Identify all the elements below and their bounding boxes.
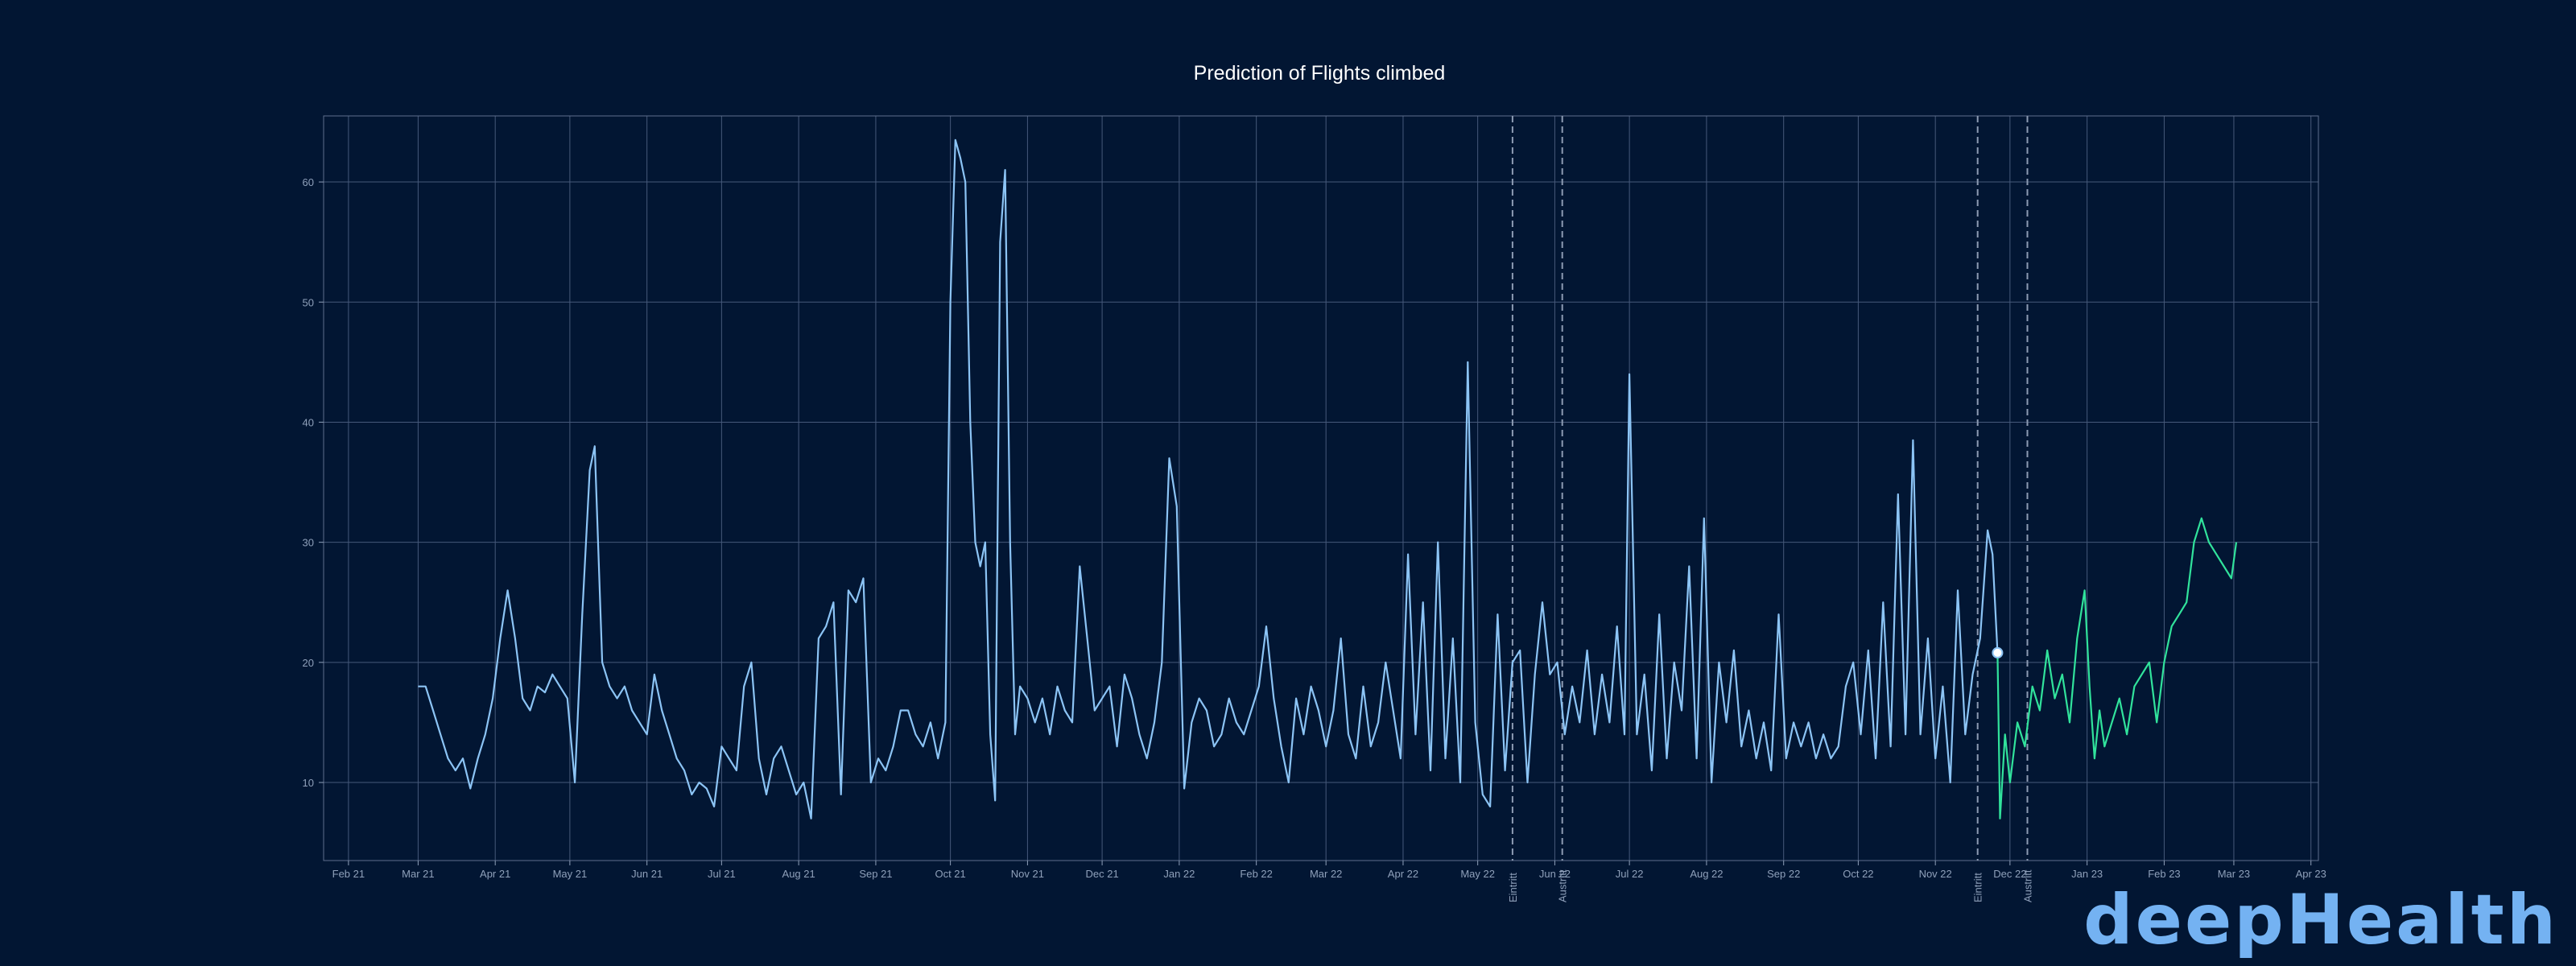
x-tick-label: Mar 22 — [1310, 868, 1342, 880]
x-tick-label: Oct 21 — [935, 868, 965, 880]
vertical-marker-label: Austritt — [1557, 869, 1569, 902]
y-tick-label: 30 — [303, 537, 314, 549]
x-tick-label: Apr 23 — [2296, 868, 2326, 880]
x-tick-label: Apr 22 — [1388, 868, 1418, 880]
y-tick-label: 10 — [303, 777, 314, 789]
series-line-1 — [1996, 517, 2238, 819]
x-axis-ticks: Feb 21 Mar 21 Apr 21 May 21 Jun 21 Jul 21 Aug … — [332, 861, 2326, 880]
x-tick-label: Jan 22 — [1163, 868, 1195, 880]
x-tick-label: Jul 21 — [708, 868, 736, 880]
chart-title: Prediction of Flights climbed — [1194, 62, 1446, 85]
y-tick-label: 40 — [303, 416, 314, 428]
x-tick-label: May 22 — [1460, 868, 1495, 880]
x-tick-label: Feb 23 — [2148, 868, 2180, 880]
x-tick-label: Nov 21 — [1011, 868, 1044, 880]
y-tick-label: 20 — [303, 657, 314, 669]
x-tick-label: Mar 23 — [2218, 868, 2250, 880]
deephealth-logo: deepHealth — [2083, 880, 2558, 960]
highlight-point — [1992, 646, 2004, 658]
x-tick-label: Dec 21 — [1085, 868, 1118, 880]
x-tick-label: Oct 22 — [1843, 868, 1873, 880]
x-tick-label: Jun 21 — [631, 868, 663, 880]
x-tick-label: Aug 21 — [782, 868, 815, 880]
x-tick-label: Aug 22 — [1690, 868, 1723, 880]
x-tick-label: Mar 21 — [402, 868, 434, 880]
series-line-0 — [418, 138, 1999, 819]
grid — [324, 116, 2318, 861]
x-tick-label: Nov 22 — [1919, 868, 1952, 880]
x-tick-label: Apr 21 — [480, 868, 510, 880]
x-tick-label: Dec 22 — [1993, 868, 2026, 880]
series-layer — [418, 138, 2238, 819]
vertical-marker-label: Austritt — [2021, 869, 2033, 902]
x-tick-label: Feb 22 — [1240, 868, 1272, 880]
x-tick-label: May 21 — [553, 868, 588, 880]
vertical-markers: Eintritt Austritt Eintritt Austritt — [1507, 116, 2033, 902]
vertical-marker-label: Eintritt — [1507, 873, 1519, 902]
y-tick-label: 50 — [303, 296, 314, 308]
y-tick-label: 60 — [303, 176, 314, 188]
plot-frame — [323, 115, 2319, 861]
x-tick-label: Sep 21 — [859, 868, 892, 880]
x-tick-label: Jun 22 — [1539, 868, 1571, 880]
y-axis-ticks: 10 20 30 40 50 60 — [303, 176, 324, 789]
x-tick-label: Jul 22 — [1616, 868, 1644, 880]
x-tick-label: Jan 23 — [2071, 868, 2103, 880]
x-tick-label: Sep 22 — [1767, 868, 1800, 880]
x-tick-label: Feb 21 — [332, 868, 365, 880]
vertical-marker-label: Eintritt — [1972, 873, 1984, 902]
